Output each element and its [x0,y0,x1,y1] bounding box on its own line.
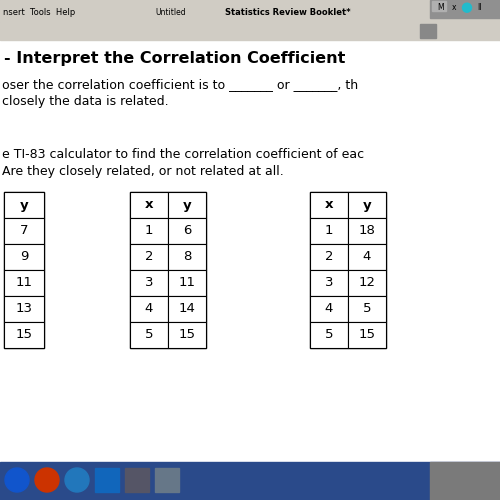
Circle shape [462,3,471,12]
Bar [348,192,386,218]
Bar [4,192,44,218]
Text: 2: 2 [145,250,153,264]
Bar [0,40,500,462]
Text: 3: 3 [325,276,333,289]
Text: 12: 12 [358,276,376,289]
Text: 5: 5 [325,328,333,342]
Text: 11: 11 [178,276,196,289]
Text: 14: 14 [178,302,196,316]
Text: 5: 5 [363,302,371,316]
Bar [4,322,44,348]
Bar [130,296,168,322]
Text: 1: 1 [325,224,333,237]
Bar [310,296,348,322]
Bar [430,462,500,500]
Text: y: y [182,198,192,211]
Text: 8: 8 [183,250,191,264]
Bar [430,0,500,18]
Bar [4,218,44,244]
Bar [168,218,206,244]
Text: II: II [478,3,482,12]
Text: oser the correlation coefficient is to _______ or _______, th: oser the correlation coefficient is to _… [2,78,358,92]
Text: Untitled: Untitled [155,8,186,16]
Bar [168,270,206,296]
Bar [130,192,168,218]
Bar [4,296,44,322]
Bar [130,244,168,270]
Bar [130,192,206,348]
Circle shape [5,468,29,492]
Text: M: M [438,3,444,12]
Text: 11: 11 [16,276,32,289]
Bar [95,468,119,492]
Bar [420,24,436,38]
Bar [348,270,386,296]
Text: Statistics Review Booklet*: Statistics Review Booklet* [225,8,350,16]
Text: 9: 9 [20,250,28,264]
Bar [310,192,348,218]
Bar [168,244,206,270]
Text: - Interpret the Correlation Coefficient: - Interpret the Correlation Coefficient [4,50,345,66]
Text: y: y [362,198,372,211]
Bar [310,244,348,270]
Bar [432,1,446,11]
Text: 7: 7 [20,224,28,237]
Text: 4: 4 [325,302,333,316]
Circle shape [35,468,59,492]
Text: closely the data is related.: closely the data is related. [2,94,168,108]
Bar [310,218,348,244]
Text: 3: 3 [145,276,153,289]
Text: x: x [145,198,153,211]
Bar [310,270,348,296]
Bar [0,22,500,40]
Text: 15: 15 [358,328,376,342]
Bar [310,322,348,348]
Text: 18: 18 [358,224,376,237]
Bar [348,244,386,270]
Bar [155,468,179,492]
Text: 13: 13 [16,302,32,316]
Text: e TI-83 calculator to find the correlation coefficient of eac: e TI-83 calculator to find the correlati… [2,148,364,162]
Text: Are they closely related, or not related at all.: Are they closely related, or not related… [2,164,284,177]
Text: y: y [20,198,28,211]
Bar [168,296,206,322]
Bar [310,192,386,348]
Bar [348,322,386,348]
Text: x: x [452,3,456,12]
Bar [4,270,44,296]
Text: 1: 1 [145,224,153,237]
Text: nsert  Tools  Help: nsert Tools Help [3,8,75,16]
Bar [130,218,168,244]
Text: 15: 15 [178,328,196,342]
Bar [0,0,500,22]
Text: 4: 4 [145,302,153,316]
Text: 6: 6 [183,224,191,237]
Text: 15: 15 [16,328,32,342]
Bar [4,244,44,270]
Text: 5: 5 [145,328,153,342]
Text: 4: 4 [363,250,371,264]
Text: x: x [325,198,333,211]
Circle shape [65,468,89,492]
Bar [168,192,206,218]
Bar [130,322,168,348]
Bar [130,270,168,296]
Bar [348,218,386,244]
Bar [348,296,386,322]
Bar [168,322,206,348]
Bar [0,462,500,500]
Bar [4,192,44,348]
Bar [125,468,149,492]
Text: 2: 2 [325,250,333,264]
